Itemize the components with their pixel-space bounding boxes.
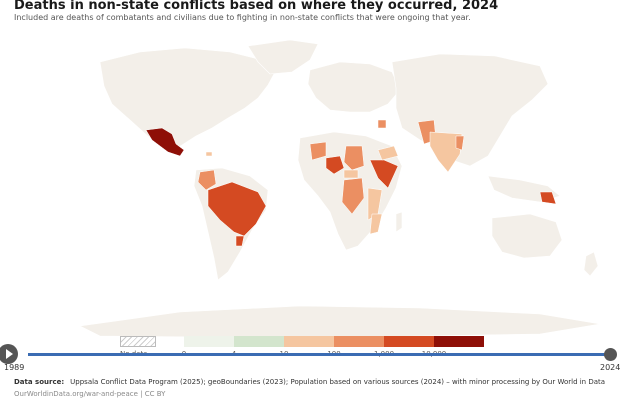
country-haiti[interactable]	[205, 151, 213, 157]
timeline-slider-track[interactable]	[28, 353, 612, 356]
world-map	[79, 39, 601, 339]
legend-bin-1[interactable]	[234, 336, 284, 347]
region-asia[interactable]	[391, 53, 549, 167]
country-ethiopia-somalia[interactable]	[369, 159, 399, 189]
region-new-zealand[interactable]	[583, 251, 599, 277]
legend: No data 0 4 10 100 1,000 10,000	[118, 336, 498, 360]
country-cameroon-car[interactable]	[343, 169, 359, 179]
country-syria[interactable]	[377, 119, 387, 129]
country-mali[interactable]	[309, 141, 327, 161]
country-dr-congo[interactable]	[341, 177, 365, 215]
country-brazil[interactable]	[207, 181, 267, 237]
legend-no-data-swatch[interactable]	[120, 336, 156, 347]
legend-bin-2[interactable]	[284, 336, 334, 347]
country-papua-new-guinea[interactable]	[539, 191, 557, 205]
timeline-end-year: 2024	[600, 363, 621, 372]
country-sudan[interactable]	[343, 145, 365, 171]
region-antarctica[interactable]	[79, 305, 601, 339]
region-madagascar[interactable]	[395, 211, 403, 233]
footer-link[interactable]: OurWorldinData.org/war-and-peace | CC BY	[14, 390, 166, 398]
data-source-label: Data source:	[14, 378, 65, 386]
chart-title: Deaths in non-state conflicts based on w…	[14, 0, 499, 13]
legend-bin-3[interactable]	[334, 336, 384, 347]
play-button[interactable]	[0, 344, 18, 364]
country-argentina-region[interactable]	[235, 235, 245, 247]
region-europe[interactable]	[307, 61, 401, 113]
legend-bin-5[interactable]	[434, 336, 484, 347]
data-source-text: Uppsala Conflict Data Program (2025); ge…	[70, 378, 606, 386]
region-australia[interactable]	[491, 213, 563, 259]
legend-bin-4[interactable]	[384, 336, 434, 347]
country-mozambique[interactable]	[369, 213, 383, 235]
country-india[interactable]	[429, 131, 463, 173]
timeline-end-handle[interactable]	[604, 348, 617, 361]
country-myanmar[interactable]	[455, 135, 465, 151]
region-greenland[interactable]	[247, 39, 319, 75]
data-source: Data source: Uppsala Conflict Data Progra…	[14, 378, 605, 386]
country-mexico[interactable]	[145, 127, 185, 157]
country-yemen[interactable]	[377, 145, 399, 161]
legend-bin-0[interactable]	[184, 336, 234, 347]
chart-subtitle: Included are deaths of combatants and ci…	[14, 13, 471, 22]
timeline-start-year: 1989	[4, 363, 25, 372]
play-icon	[6, 349, 13, 359]
region-north-america[interactable]	[99, 47, 276, 153]
country-nigeria[interactable]	[325, 155, 345, 175]
country-colombia[interactable]	[197, 169, 217, 191]
